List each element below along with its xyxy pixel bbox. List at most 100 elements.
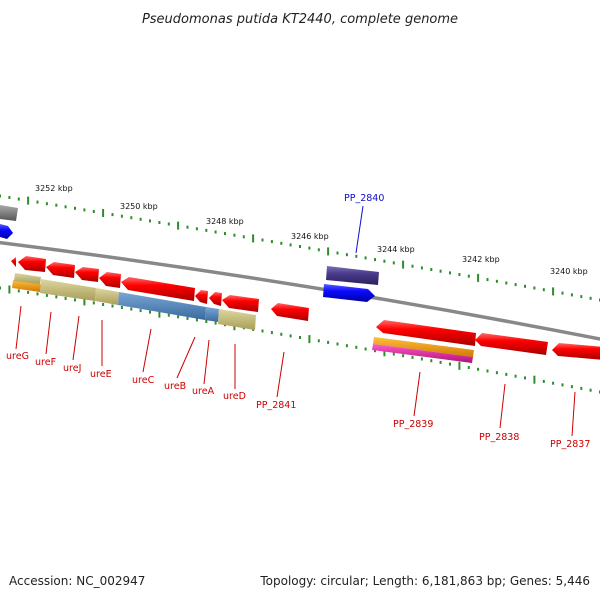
minor-tick-inner-32 xyxy=(299,336,301,339)
gene-ureC[interactable] xyxy=(121,277,195,301)
major-tick-inner-1 xyxy=(8,285,11,294)
cds-PP_2840[interactable] xyxy=(326,266,379,285)
minor-tick-inner-11 xyxy=(102,303,105,306)
cds-khaki-ureD[interactable] xyxy=(218,309,256,330)
minor-tick-inner-18 xyxy=(167,313,170,317)
minor-tick-outer-1 xyxy=(8,196,11,199)
minor-tick-outer-22 xyxy=(205,228,208,232)
label-PP_2840[interactable]: PP_2840 xyxy=(344,193,384,204)
cds-khaki-ureE[interactable] xyxy=(95,288,119,305)
gene-ureA[interactable] xyxy=(209,292,222,306)
minor-tick-outer-60 xyxy=(561,291,564,295)
scale-label-3252: 3252 kbp xyxy=(35,184,73,193)
minor-tick-inner-60 xyxy=(561,383,564,387)
cds-orange-PP_2839[interactable] xyxy=(373,337,474,357)
major-tick-outer-43 xyxy=(402,260,405,269)
gene-PP_2837[interactable] xyxy=(552,343,600,360)
genome-backbone xyxy=(0,240,600,341)
minor-tick-outer-62 xyxy=(580,295,583,299)
label-PP_2839[interactable]: PP_2839 xyxy=(393,419,433,430)
gene-ureG[interactable] xyxy=(18,256,46,272)
minor-tick-inner-15 xyxy=(139,309,142,313)
minor-tick-outer-31 xyxy=(289,243,292,247)
minor-tick-inner-16 xyxy=(149,310,151,314)
leader-ureG xyxy=(15,305,22,350)
minor-tick-inner-50 xyxy=(467,366,470,369)
minor-tick-outer-55 xyxy=(514,283,517,287)
minor-tick-outer-20 xyxy=(186,225,189,229)
label-ureJ[interactable]: ureJ xyxy=(63,363,81,374)
minor-tick-outer-52 xyxy=(486,278,489,282)
minor-tick-outer-37 xyxy=(345,253,348,257)
minor-tick-outer-36 xyxy=(336,251,339,255)
gene-PP_2840[interactable] xyxy=(323,284,375,302)
scale-label-3240: 3240 kbp xyxy=(550,267,588,276)
minor-tick-outer-4 xyxy=(36,200,39,204)
minor-tick-inner-63 xyxy=(589,388,592,392)
major-tick-inner-49 xyxy=(458,361,461,370)
label-PP_2838[interactable]: PP_2838 xyxy=(479,432,519,443)
minor-tick-outer-26 xyxy=(242,235,245,239)
major-tick-outer-35 xyxy=(327,247,330,256)
label-ureD[interactable]: ureD xyxy=(223,391,246,402)
minor-tick-outer-2 xyxy=(17,197,20,201)
minor-tick-inner-21 xyxy=(195,318,198,322)
minor-tick-outer-56 xyxy=(524,284,526,288)
label-ureG[interactable]: ureG xyxy=(6,351,29,362)
major-tick-outer-59 xyxy=(552,287,555,296)
cds-magenta-PP_2839[interactable] xyxy=(372,344,473,363)
gene-ureF[interactable] xyxy=(46,262,75,278)
minor-tick-inner-4 xyxy=(36,292,39,296)
minor-tick-outer-44 xyxy=(411,264,414,268)
map-title: Pseudomonas putida KT2440, complete geno… xyxy=(142,12,458,27)
minor-tick-outer-45 xyxy=(420,266,423,270)
cds-steel-ureA[interactable] xyxy=(205,307,219,322)
minor-tick-inner-40 xyxy=(374,349,376,353)
minor-tick-outer-57 xyxy=(533,286,536,290)
label-PP_2837[interactable]: PP_2837 xyxy=(550,439,590,450)
gene-ureD[interactable] xyxy=(222,295,259,312)
gene-ureJ[interactable] xyxy=(75,267,99,282)
minor-tick-outer-30 xyxy=(280,241,283,245)
cds-khaki-left[interactable] xyxy=(14,273,41,284)
scale-label-3244: 3244 kbp xyxy=(377,245,415,254)
cds-khaki-ureF[interactable] xyxy=(40,279,96,301)
minor-tick-inner-8 xyxy=(74,298,76,302)
minor-tick-outer-13 xyxy=(120,214,123,218)
gene-PP_2841[interactable] xyxy=(271,303,309,321)
leader-PP_2838 xyxy=(499,383,506,429)
minor-tick-inner-46 xyxy=(430,359,433,363)
minor-tick-outer-38 xyxy=(355,254,358,258)
minor-tick-inner-45 xyxy=(420,357,423,361)
minor-tick-outer-18 xyxy=(167,222,170,226)
label-ureE[interactable]: ureE xyxy=(90,369,112,380)
minor-tick-inner-0 xyxy=(0,286,1,290)
label-PP_2841[interactable]: PP_2841 xyxy=(256,400,296,411)
minor-tick-outer-7 xyxy=(64,205,67,209)
gene-ureE[interactable] xyxy=(99,272,121,288)
minor-tick-outer-48 xyxy=(449,271,451,275)
gene-edge-gray[interactable] xyxy=(0,205,18,221)
label-ureA[interactable]: ureA xyxy=(192,386,215,397)
major-tick-inner-33 xyxy=(308,335,311,344)
label-ureC[interactable]: ureC xyxy=(132,375,155,386)
label-ureB[interactable]: ureB xyxy=(164,381,186,392)
minor-tick-outer-5 xyxy=(45,202,48,206)
minor-tick-inner-54 xyxy=(505,372,508,376)
gene-edge-blue[interactable] xyxy=(0,224,13,239)
label-ureF[interactable]: ureF xyxy=(35,357,56,368)
gene-small-red[interactable] xyxy=(11,257,16,267)
leader-ureF xyxy=(45,311,52,355)
minor-tick-outer-24 xyxy=(224,232,226,236)
minor-tick-outer-34 xyxy=(317,248,320,252)
gene-PP_2839[interactable] xyxy=(376,320,476,346)
cds-steel-ureC[interactable] xyxy=(118,292,206,320)
minor-tick-inner-44 xyxy=(411,355,414,359)
scale-label-3242: 3242 kbp xyxy=(462,255,500,264)
leader-ureJ xyxy=(72,315,80,361)
gene-PP_2838[interactable] xyxy=(475,333,548,355)
gene-ureB[interactable] xyxy=(195,290,208,304)
minor-tick-inner-20 xyxy=(186,316,189,320)
topology-text: Topology: circular; Length: 6,181,863 bp… xyxy=(260,574,590,588)
minor-tick-outer-46 xyxy=(430,268,433,271)
